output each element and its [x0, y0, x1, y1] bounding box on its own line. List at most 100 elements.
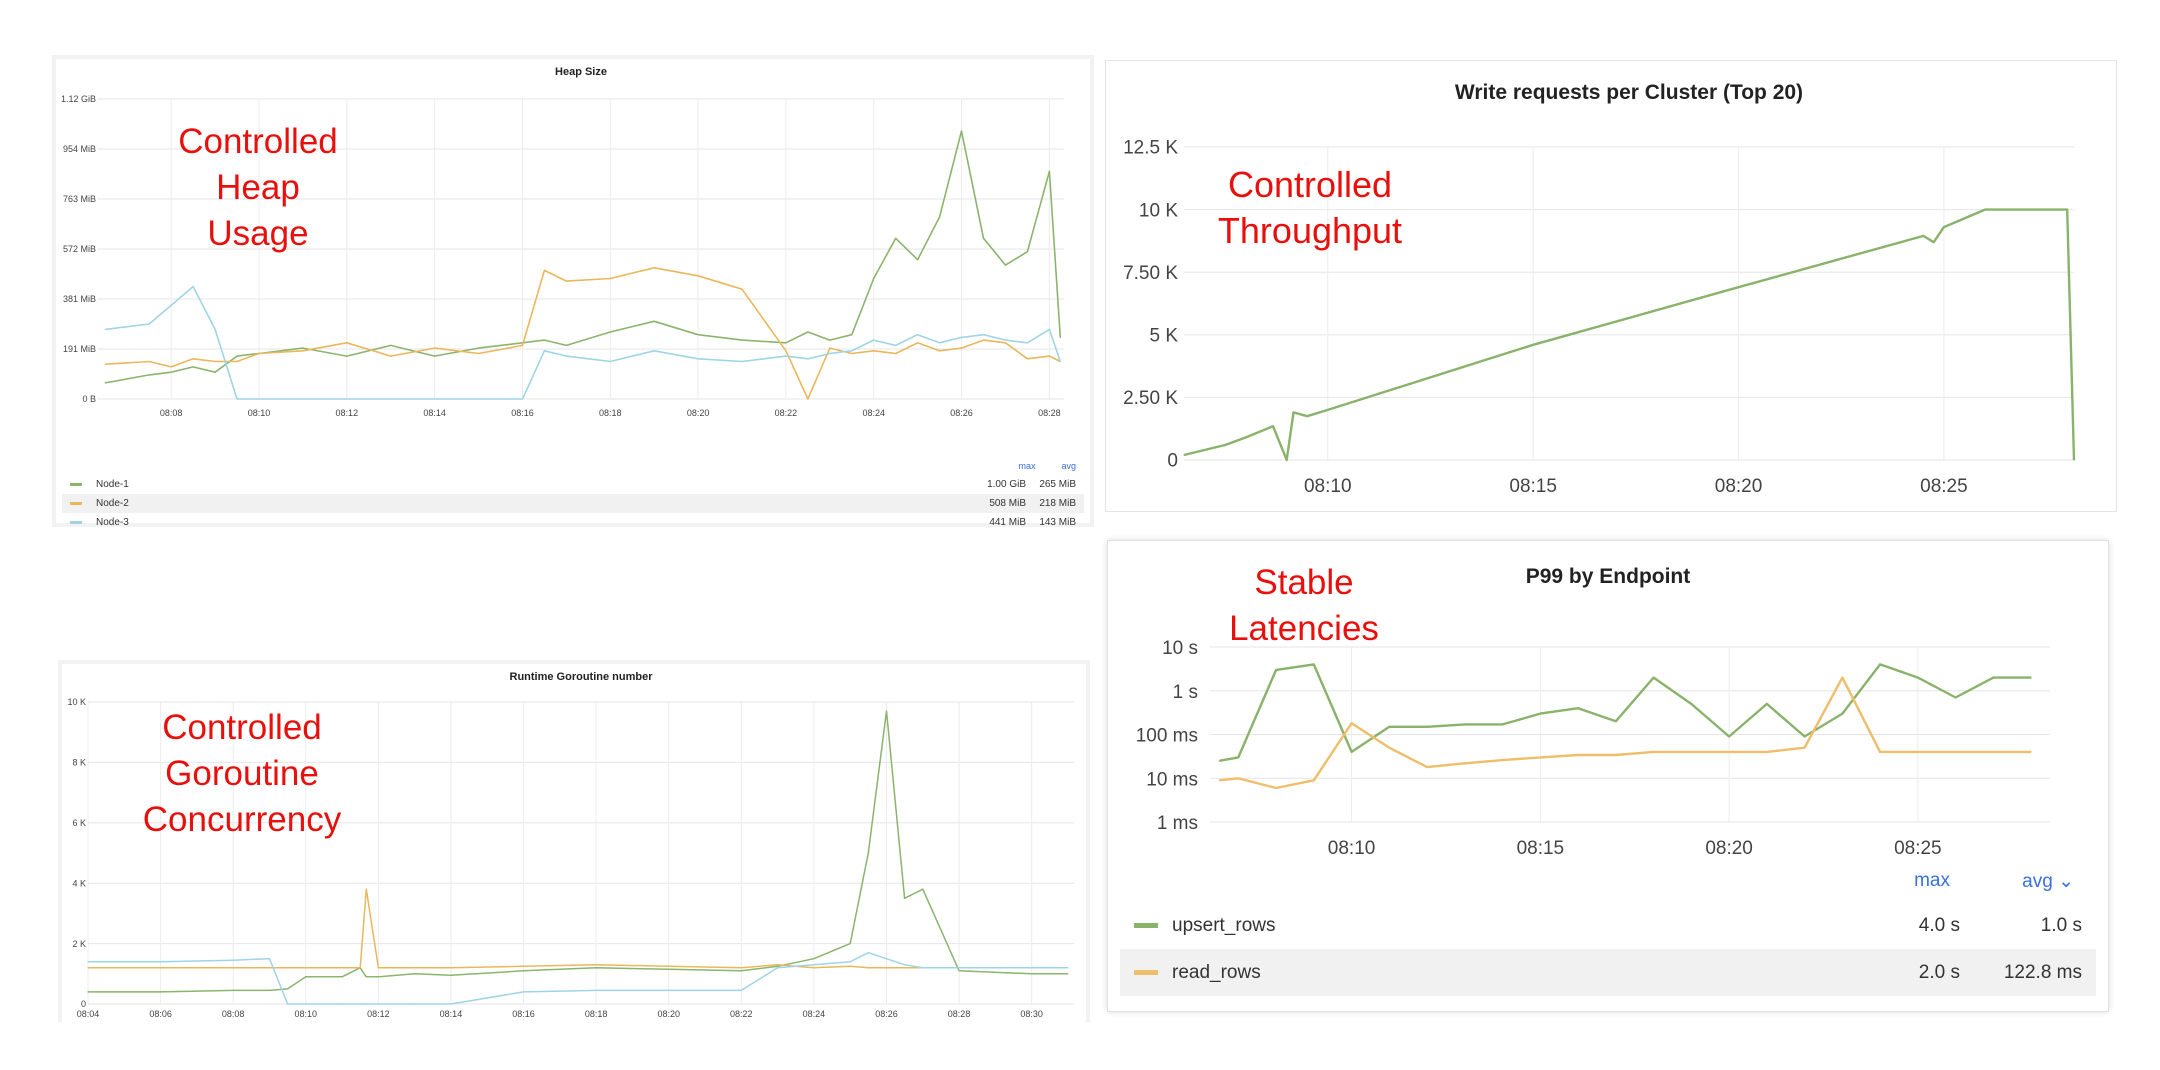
data-point [849, 965, 851, 967]
data-point [2030, 751, 2032, 753]
x-tick-label: 08:28 [948, 1009, 971, 1019]
data-point [1313, 779, 1315, 781]
data-point [1955, 696, 1957, 699]
data-point [377, 967, 379, 969]
data-point [1292, 411, 1295, 413]
data-point [785, 355, 787, 357]
data-point [595, 967, 597, 969]
legend-avg-sort-header[interactable]: avg ⌄ [2022, 871, 2074, 892]
data-point [917, 334, 919, 336]
legend-series-name: Node-1 [96, 479, 129, 490]
data-point [653, 267, 655, 269]
data-point [740, 989, 742, 991]
data-point [390, 398, 392, 400]
data-point [1879, 751, 1881, 753]
data-point [1026, 251, 1028, 253]
x-tick-label: 08:16 [512, 1009, 535, 1019]
legend-max-header[interactable]: max [1914, 870, 1950, 891]
data-point [104, 328, 106, 330]
data-point [829, 347, 831, 349]
data-point [1059, 336, 1061, 338]
data-point [813, 958, 815, 960]
data-point [104, 382, 106, 384]
legend-max-value: 441 MiB [989, 517, 1026, 528]
annotation-latency-line: Stable [1254, 563, 1353, 602]
legend-series-name: Node-2 [96, 498, 129, 509]
data-point [1026, 358, 1028, 360]
series-line-node-2 [105, 267, 1061, 400]
legend-row-node-2[interactable]: Node-2 508 MiB 218 MiB [62, 494, 1084, 513]
data-point [1026, 342, 1028, 344]
data-point [1615, 754, 1617, 756]
data-point [1984, 209, 1986, 211]
legend-swatch [70, 502, 82, 505]
data-point [236, 360, 238, 363]
x-tick-label: 08:26 [950, 408, 973, 418]
data-point [214, 371, 216, 373]
legend-row-node-3[interactable]: Node-3 441 MiB 143 MiB [62, 513, 1084, 532]
data-point [958, 970, 960, 972]
data-point [1275, 787, 1277, 789]
x-tick-label: 08:10 [1304, 476, 1352, 497]
data-point [450, 1003, 452, 1005]
legend-row-node-1[interactable]: Node-1 1.00 GiB 265 MiB [62, 475, 1084, 494]
x-tick-label: 08:26 [875, 1009, 898, 1019]
data-point [960, 336, 963, 338]
data-point [1841, 713, 1843, 715]
data-point [1766, 703, 1768, 705]
data-point [851, 334, 853, 336]
data-point [807, 358, 809, 360]
data-point [543, 339, 545, 341]
data-point [1766, 751, 1768, 753]
x-tick-label: 08:25 [1920, 476, 1968, 497]
x-tick-label: 08:20 [1715, 476, 1763, 497]
data-point [958, 967, 960, 969]
x-tick-label: 08:18 [585, 1009, 608, 1019]
data-point [885, 967, 888, 969]
data-point [1955, 751, 1957, 753]
data-point [1943, 226, 1945, 228]
x-tick-label: 08:24 [803, 1009, 826, 1019]
data-point [1841, 677, 1843, 679]
data-point [873, 339, 875, 341]
data-point [170, 304, 172, 306]
data-point [740, 970, 742, 972]
data-point [1004, 339, 1007, 341]
data-point [390, 344, 392, 346]
x-tick-label: 08:15 [1509, 476, 1557, 497]
data-point [1426, 766, 1428, 768]
data-point [867, 967, 869, 969]
data-point [785, 342, 787, 344]
data-point [813, 967, 815, 969]
data-point [851, 350, 853, 352]
data-point [236, 355, 238, 357]
data-point [302, 347, 304, 349]
data-point [1004, 342, 1007, 344]
y-tick-label: 2 K [72, 939, 86, 949]
data-point [1464, 723, 1466, 725]
x-tick-label: 08:18 [599, 408, 622, 418]
data-point [236, 398, 238, 400]
heap-legend: max avg Node-1 1.00 GiB 265 MiB Node-2 508 MiB… [62, 461, 1084, 528]
series-line-writes [1183, 208, 2076, 462]
data-point [287, 1003, 289, 1005]
series-line-node-2 [88, 888, 1068, 969]
data-point [741, 339, 743, 341]
y-tick-label: 10 K [67, 697, 86, 707]
y-tick-label: 1.12 GiB [61, 94, 96, 104]
data-point [982, 339, 985, 341]
data-point [1728, 735, 1730, 738]
data-point [365, 888, 367, 890]
data-point [2030, 677, 2032, 679]
data-point [807, 398, 809, 400]
y-tick-label: 100 ms [1136, 726, 1198, 747]
legend-avg-header: avg [1061, 461, 1076, 471]
data-point [450, 974, 452, 976]
data-point [1237, 756, 1239, 758]
legend-row-read_rows[interactable]: read_rows 2.0 s 122.8 ms [1120, 949, 2096, 996]
x-tick-label: 08:20 [687, 408, 710, 418]
data-point [414, 1003, 416, 1005]
legend-avg-value: 143 MiB [1039, 517, 1076, 528]
y-tick-label: 381 MiB [63, 294, 96, 304]
legend-row-upsert_rows[interactable]: upsert_rows 4.0 s 1.0 s [1120, 902, 2096, 949]
